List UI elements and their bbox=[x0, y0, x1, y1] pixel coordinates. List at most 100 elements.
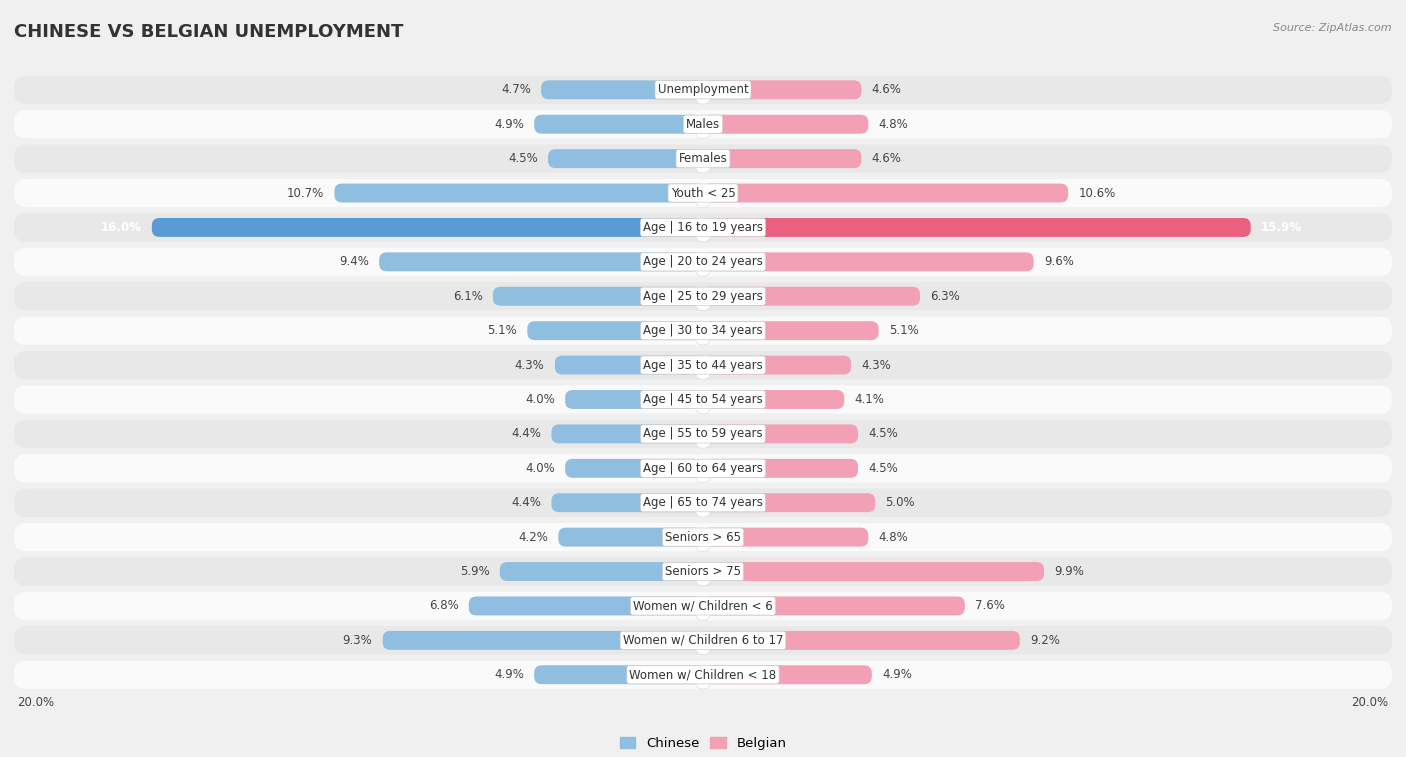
FancyBboxPatch shape bbox=[551, 494, 703, 512]
FancyBboxPatch shape bbox=[335, 183, 703, 203]
Text: Age | 30 to 34 years: Age | 30 to 34 years bbox=[643, 324, 763, 337]
FancyBboxPatch shape bbox=[541, 80, 703, 99]
FancyBboxPatch shape bbox=[152, 218, 703, 237]
Text: 4.9%: 4.9% bbox=[494, 118, 524, 131]
Text: 9.6%: 9.6% bbox=[1045, 255, 1074, 268]
FancyBboxPatch shape bbox=[565, 459, 703, 478]
Text: 4.5%: 4.5% bbox=[869, 428, 898, 441]
Text: CHINESE VS BELGIAN UNEMPLOYMENT: CHINESE VS BELGIAN UNEMPLOYMENT bbox=[14, 23, 404, 41]
Text: Women w/ Children < 18: Women w/ Children < 18 bbox=[630, 668, 776, 681]
Text: 6.8%: 6.8% bbox=[429, 600, 458, 612]
FancyBboxPatch shape bbox=[703, 287, 920, 306]
FancyBboxPatch shape bbox=[696, 571, 710, 586]
Text: Age | 35 to 44 years: Age | 35 to 44 years bbox=[643, 359, 763, 372]
Text: Seniors > 75: Seniors > 75 bbox=[665, 565, 741, 578]
FancyBboxPatch shape bbox=[703, 528, 869, 547]
Text: Age | 25 to 29 years: Age | 25 to 29 years bbox=[643, 290, 763, 303]
FancyBboxPatch shape bbox=[696, 433, 710, 448]
Text: 10.7%: 10.7% bbox=[287, 186, 323, 200]
FancyBboxPatch shape bbox=[14, 351, 1392, 379]
FancyBboxPatch shape bbox=[696, 536, 710, 551]
Text: Unemployment: Unemployment bbox=[658, 83, 748, 96]
FancyBboxPatch shape bbox=[14, 110, 1392, 139]
FancyBboxPatch shape bbox=[527, 321, 703, 340]
FancyBboxPatch shape bbox=[703, 80, 862, 99]
FancyBboxPatch shape bbox=[696, 640, 710, 655]
FancyBboxPatch shape bbox=[14, 145, 1392, 173]
FancyBboxPatch shape bbox=[14, 385, 1392, 413]
FancyBboxPatch shape bbox=[703, 356, 851, 375]
Text: 5.9%: 5.9% bbox=[460, 565, 489, 578]
FancyBboxPatch shape bbox=[548, 149, 703, 168]
FancyBboxPatch shape bbox=[14, 282, 1392, 310]
Text: 4.2%: 4.2% bbox=[519, 531, 548, 544]
FancyBboxPatch shape bbox=[14, 592, 1392, 620]
Text: Women w/ Children < 6: Women w/ Children < 6 bbox=[633, 600, 773, 612]
Legend: Chinese, Belgian: Chinese, Belgian bbox=[614, 732, 792, 755]
FancyBboxPatch shape bbox=[382, 631, 703, 650]
Text: 4.4%: 4.4% bbox=[512, 428, 541, 441]
FancyBboxPatch shape bbox=[696, 674, 710, 689]
FancyBboxPatch shape bbox=[696, 467, 710, 483]
Text: 4.0%: 4.0% bbox=[524, 393, 555, 406]
FancyBboxPatch shape bbox=[696, 89, 710, 104]
FancyBboxPatch shape bbox=[703, 459, 858, 478]
FancyBboxPatch shape bbox=[14, 248, 1392, 276]
Text: 6.3%: 6.3% bbox=[931, 290, 960, 303]
FancyBboxPatch shape bbox=[468, 597, 703, 615]
Text: Males: Males bbox=[686, 118, 720, 131]
FancyBboxPatch shape bbox=[696, 226, 710, 241]
Text: Age | 45 to 54 years: Age | 45 to 54 years bbox=[643, 393, 763, 406]
FancyBboxPatch shape bbox=[14, 316, 1392, 344]
FancyBboxPatch shape bbox=[499, 562, 703, 581]
Text: Age | 65 to 74 years: Age | 65 to 74 years bbox=[643, 497, 763, 509]
Text: 4.9%: 4.9% bbox=[882, 668, 912, 681]
FancyBboxPatch shape bbox=[703, 631, 1019, 650]
FancyBboxPatch shape bbox=[14, 179, 1392, 207]
Text: Females: Females bbox=[679, 152, 727, 165]
Text: 16.0%: 16.0% bbox=[101, 221, 142, 234]
Text: 5.1%: 5.1% bbox=[488, 324, 517, 337]
Text: 20.0%: 20.0% bbox=[1351, 696, 1389, 709]
FancyBboxPatch shape bbox=[14, 626, 1392, 655]
FancyBboxPatch shape bbox=[703, 149, 862, 168]
FancyBboxPatch shape bbox=[696, 605, 710, 620]
Text: 4.1%: 4.1% bbox=[855, 393, 884, 406]
Text: 4.8%: 4.8% bbox=[879, 118, 908, 131]
FancyBboxPatch shape bbox=[14, 420, 1392, 448]
Text: 4.0%: 4.0% bbox=[524, 462, 555, 475]
Text: 4.4%: 4.4% bbox=[512, 497, 541, 509]
FancyBboxPatch shape bbox=[534, 665, 703, 684]
FancyBboxPatch shape bbox=[555, 356, 703, 375]
FancyBboxPatch shape bbox=[696, 157, 710, 173]
FancyBboxPatch shape bbox=[696, 123, 710, 139]
FancyBboxPatch shape bbox=[380, 252, 703, 271]
FancyBboxPatch shape bbox=[565, 390, 703, 409]
Text: 9.4%: 9.4% bbox=[339, 255, 368, 268]
Text: Source: ZipAtlas.com: Source: ZipAtlas.com bbox=[1274, 23, 1392, 33]
FancyBboxPatch shape bbox=[703, 597, 965, 615]
FancyBboxPatch shape bbox=[14, 488, 1392, 517]
Text: 7.6%: 7.6% bbox=[976, 600, 1005, 612]
Text: 4.8%: 4.8% bbox=[879, 531, 908, 544]
Text: 5.1%: 5.1% bbox=[889, 324, 918, 337]
Text: Women w/ Children 6 to 17: Women w/ Children 6 to 17 bbox=[623, 634, 783, 646]
FancyBboxPatch shape bbox=[703, 115, 869, 134]
Text: 20.0%: 20.0% bbox=[17, 696, 55, 709]
FancyBboxPatch shape bbox=[696, 399, 710, 414]
Text: Age | 20 to 24 years: Age | 20 to 24 years bbox=[643, 255, 763, 268]
FancyBboxPatch shape bbox=[696, 364, 710, 379]
FancyBboxPatch shape bbox=[703, 218, 1251, 237]
FancyBboxPatch shape bbox=[14, 76, 1392, 104]
Text: Seniors > 65: Seniors > 65 bbox=[665, 531, 741, 544]
FancyBboxPatch shape bbox=[14, 557, 1392, 586]
FancyBboxPatch shape bbox=[558, 528, 703, 547]
Text: 9.9%: 9.9% bbox=[1054, 565, 1084, 578]
Text: 9.3%: 9.3% bbox=[343, 634, 373, 646]
FancyBboxPatch shape bbox=[494, 287, 703, 306]
FancyBboxPatch shape bbox=[14, 454, 1392, 482]
FancyBboxPatch shape bbox=[534, 115, 703, 134]
Text: 4.9%: 4.9% bbox=[494, 668, 524, 681]
FancyBboxPatch shape bbox=[703, 252, 1033, 271]
FancyBboxPatch shape bbox=[14, 523, 1392, 551]
